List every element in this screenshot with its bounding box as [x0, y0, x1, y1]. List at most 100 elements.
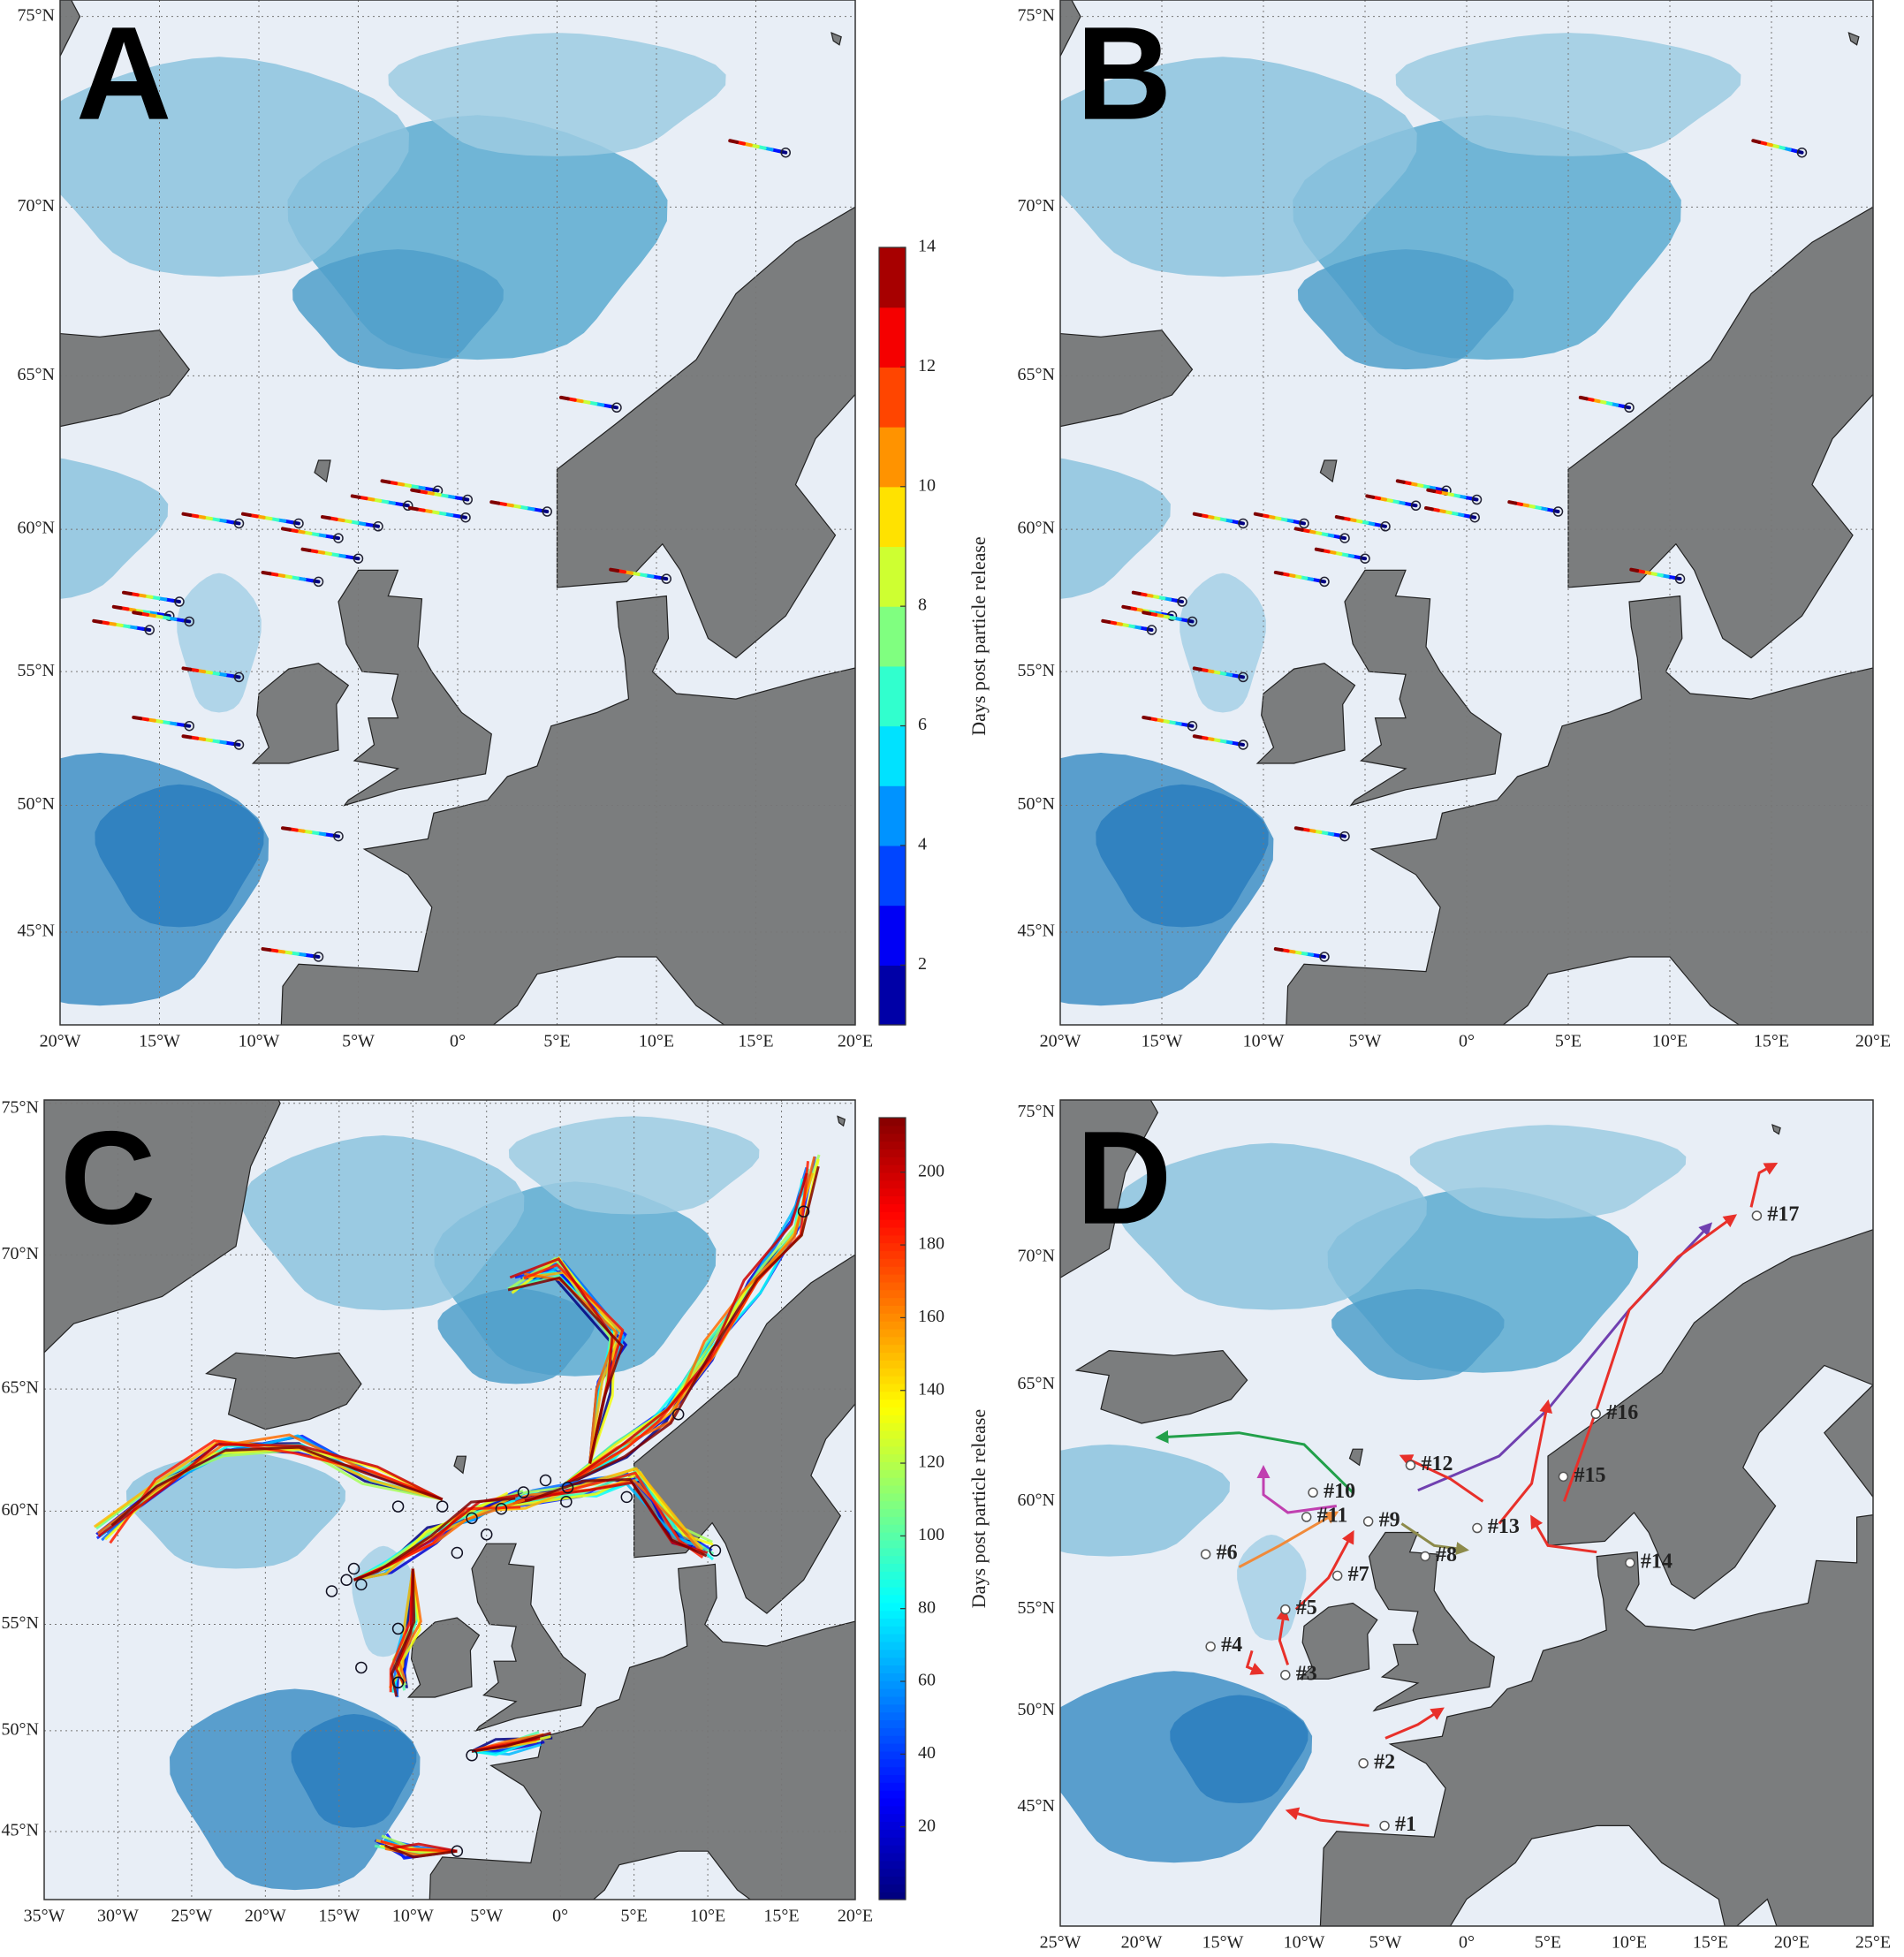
colorbar-swatch [879, 247, 906, 308]
colorbar-swatch [879, 1579, 906, 1588]
colorbar-swatch [879, 1813, 906, 1823]
trajectory [1507, 500, 1518, 505]
trajectory [384, 1844, 458, 1859]
bathymetry [125, 1451, 345, 1569]
release-site [709, 1544, 722, 1557]
release-site [325, 1585, 338, 1597]
panel-letter: B [1076, 0, 1172, 148]
release-site [1238, 518, 1248, 529]
colorbar-swatch [879, 1876, 906, 1885]
colorbar-swatch [879, 1735, 906, 1744]
route-arrow [1384, 1707, 1445, 1740]
trajectory [95, 1448, 443, 1528]
bathymetry [1409, 1125, 1687, 1219]
trajectory [1121, 604, 1132, 611]
colorbar-swatch [879, 1250, 906, 1259]
colorbar-swatch [879, 665, 906, 727]
colorbar-swatch [879, 1453, 906, 1462]
colorbar-tick-label: 160 [918, 1307, 944, 1326]
lon-label: 20°E [838, 1032, 873, 1051]
lat-label: 65°N [18, 365, 55, 384]
colorbar-swatch [879, 1297, 906, 1306]
release-site [1558, 1471, 1569, 1483]
lat-label: 75°N [2, 1098, 39, 1118]
colorbar-tick-label: 4 [918, 835, 927, 854]
trajectory [281, 527, 292, 532]
bathymetry [388, 33, 726, 156]
map-panel: C 35°W 30°W 25°W 20°W 15°W 10°W 5°W 0° 5°E 10°E 15°… [2, 1098, 990, 1926]
land [1348, 1448, 1363, 1467]
trajectory [380, 479, 391, 484]
trajectory [132, 715, 143, 721]
release-site [1339, 533, 1350, 543]
land [205, 1352, 362, 1430]
land [1319, 459, 1338, 483]
map-body [60, 0, 855, 1025]
trajectory [507, 1276, 624, 1464]
release-site [233, 671, 245, 683]
land [1060, 0, 1081, 57]
site-label: #8 [1436, 1544, 1457, 1566]
colorbar-swatch [879, 1665, 906, 1673]
colorbar-swatch [879, 1141, 906, 1149]
colorbar-swatch [879, 1344, 906, 1354]
colorbar-swatch [879, 1610, 906, 1619]
map-body: #1 #2 #3 #4 #5 #6 #7 #8 #9 #10#11 #12 #13 #14 #15 #16 #… [1060, 1100, 1873, 1926]
map-frame [59, 0, 856, 1026]
release-site [1177, 596, 1187, 607]
colorbar-swatch [879, 1626, 906, 1635]
release-site [1319, 576, 1330, 588]
colorbar-swatch [879, 1602, 906, 1612]
colorbar-swatch [879, 1727, 906, 1736]
lon-label: 15°W [1142, 1032, 1183, 1051]
colorbar-swatch [879, 1563, 906, 1572]
trajectory [1334, 515, 1345, 520]
colorbar-swatch [879, 1852, 906, 1862]
colorbar-swatch [879, 1555, 906, 1565]
colorbar-swatch [879, 1711, 906, 1721]
bathymetry [95, 784, 264, 928]
colorbar-swatch [879, 1226, 906, 1236]
map-frame [43, 1099, 856, 1900]
colorbar-swatch [879, 1860, 906, 1870]
trajectory [350, 494, 361, 499]
lat-label: 50°N [2, 1719, 39, 1739]
colorbar-swatch [879, 1360, 906, 1369]
land [251, 663, 350, 764]
trajectory [471, 1481, 709, 1554]
release-site [466, 1512, 478, 1525]
colorbar-swatch [879, 1680, 906, 1689]
lon-label: 20°E [1774, 1933, 1809, 1953]
colorbar-tick-label: 140 [918, 1379, 944, 1399]
lat-label: 50°N [18, 794, 55, 814]
site-label: #12 [1421, 1453, 1453, 1475]
lat-label: 60°N [18, 519, 55, 538]
trajectory [1365, 494, 1376, 499]
colorbar-swatch [879, 1461, 906, 1470]
bathymetry [1116, 1142, 1427, 1310]
release-site [313, 952, 324, 962]
colorbar-swatch [879, 1195, 906, 1204]
colorbar-swatch [879, 1790, 906, 1799]
colorbar-swatch [879, 1500, 906, 1510]
lat-label: 50°N [1018, 794, 1055, 814]
release-site [1796, 147, 1808, 158]
lat-label: 70°N [1018, 196, 1055, 216]
trajectory [390, 1842, 458, 1853]
release-site [480, 1528, 493, 1541]
route-arrow [1749, 1162, 1779, 1208]
lon-label: 20°E [838, 1907, 873, 1926]
release-site [1420, 1551, 1430, 1562]
release-site [797, 1205, 810, 1217]
colorbar-tick-label: 10 [918, 475, 936, 495]
release-site [620, 1491, 633, 1504]
release-site [174, 596, 185, 607]
land [1060, 1100, 1159, 1278]
colorbar-tick-label: 2 [918, 954, 927, 974]
colorbar-swatch [879, 1274, 906, 1283]
site-label: #5 [1296, 1597, 1317, 1619]
colorbar-frame [878, 247, 906, 1026]
lon-label: 5°E [1535, 1933, 1561, 1953]
lon-label: 10°W [1284, 1933, 1325, 1953]
lon-label: 10°W [1243, 1032, 1285, 1051]
